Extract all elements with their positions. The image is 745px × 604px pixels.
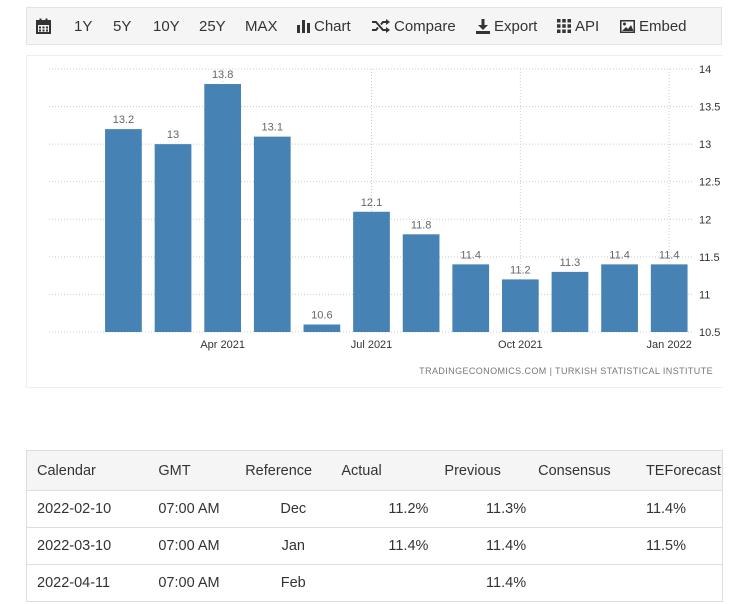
cell-time: 07:00 AM xyxy=(138,527,246,565)
header-previous: Previous xyxy=(444,450,539,491)
bar[interactable] xyxy=(501,279,539,332)
table-row: 2022-02-10 07:00 AM Dec 11.2% 11.3% 11.4… xyxy=(26,490,723,528)
cell-date: 2022-04-11 xyxy=(26,564,139,602)
bar[interactable] xyxy=(154,144,192,332)
toolbar: 1Y 5Y 10Y 25Y MAX Chart Compare Export A… xyxy=(26,7,722,45)
bar-chart-icon xyxy=(297,20,310,33)
cell-reference: Feb xyxy=(245,564,342,602)
chart-button[interactable]: Chart xyxy=(297,8,351,44)
bar-value-label: 13.8 xyxy=(212,69,233,81)
y-tick-label: 14 xyxy=(699,64,711,76)
x-tick-label: Oct 2021 xyxy=(498,339,543,351)
x-tick-label: Jul 2021 xyxy=(351,339,393,351)
bar[interactable] xyxy=(650,264,688,332)
compare-button[interactable]: Compare xyxy=(372,8,456,44)
bar-value-label: 11.2 xyxy=(510,264,531,276)
cell-reference: Dec xyxy=(245,490,342,528)
range-25y-button[interactable]: 25Y xyxy=(199,8,226,44)
bar[interactable] xyxy=(204,84,242,333)
table-header-row: Calendar GMT Reference Actual Previous C… xyxy=(26,450,723,491)
header-consensus: Consensus xyxy=(538,450,646,491)
y-tick-label: 10.5 xyxy=(699,327,720,339)
api-label: API xyxy=(575,17,600,35)
cell-date: 2022-03-10 xyxy=(26,527,139,565)
bar[interactable] xyxy=(253,136,291,332)
cell-teforecast: 11.4% xyxy=(645,490,723,528)
cell-date: 2022-02-10 xyxy=(26,490,139,528)
cell-consensus xyxy=(538,527,646,565)
table-row: 2022-03-10 07:00 AM Jan 11.4% 11.4% 11.5… xyxy=(26,527,723,565)
bar-chart: 14 13.5 13 12.5 12 11.5 11 10.5 Apr 2021 Jul 2021… xyxy=(49,64,720,351)
cell-time: 07:00 AM xyxy=(138,490,246,528)
chart-panel: 14 13.5 13 12.5 12 11.5 11 10.5 Apr 2021 Jul 2021… xyxy=(26,55,723,388)
embed-label: Embed xyxy=(639,17,687,35)
bar[interactable] xyxy=(105,129,142,332)
range-max-label: MAX xyxy=(245,17,278,35)
range-1y-button[interactable]: 1Y xyxy=(74,8,92,44)
download-icon xyxy=(476,18,490,34)
cell-consensus xyxy=(538,490,646,528)
calendar-icon[interactable] xyxy=(36,8,55,44)
cell-actual xyxy=(341,564,445,602)
cell-actual: 11.4% xyxy=(341,527,445,565)
x-tick-label: Apr 2021 xyxy=(200,339,245,351)
bar-value-label: 12.1 xyxy=(361,197,382,209)
bar-value-label: 13 xyxy=(167,129,179,141)
embed-button[interactable]: Embed xyxy=(620,8,687,44)
y-tick-label: 12 xyxy=(699,214,711,226)
range-5y-button[interactable]: 5Y xyxy=(113,8,131,44)
y-tick-label: 13 xyxy=(699,139,711,151)
header-calendar: Calendar xyxy=(26,450,139,491)
bar-value-label: 13.1 xyxy=(262,122,283,134)
bar-value-label: 10.6 xyxy=(311,309,332,321)
bar[interactable] xyxy=(551,271,589,332)
cell-teforecast xyxy=(645,564,723,602)
calendar-table: Calendar GMT Reference Actual Previous C… xyxy=(26,450,723,602)
export-button[interactable]: Export xyxy=(476,8,537,44)
range-5y-label: 5Y xyxy=(113,17,132,35)
y-tick-label: 11 xyxy=(699,289,710,301)
range-max-button[interactable]: MAX xyxy=(245,8,278,44)
bar-value-label: 11.4 xyxy=(609,249,630,261)
cell-time: 07:00 AM xyxy=(138,564,246,602)
cell-actual: 11.2% xyxy=(341,490,445,528)
header-actual: Actual xyxy=(341,450,445,491)
grid-icon xyxy=(557,19,571,33)
header-teforecast: TEForecast xyxy=(645,450,723,491)
compare-label: Compare xyxy=(394,17,456,35)
x-tick-label: Jan 2022 xyxy=(647,339,692,351)
y-tick-label: 12.5 xyxy=(699,177,720,189)
y-tick-label: 13.5 xyxy=(699,102,720,114)
chart-label: Chart xyxy=(314,17,351,35)
y-tick-label: 11.5 xyxy=(699,252,720,264)
range-10y-button[interactable]: 10Y xyxy=(153,8,180,44)
bar[interactable] xyxy=(402,234,440,332)
cell-previous: 11.4% xyxy=(444,564,539,602)
bar-value-label: 11.4 xyxy=(659,249,680,261)
image-icon xyxy=(620,19,635,33)
cell-teforecast: 11.5% xyxy=(645,527,723,565)
cell-consensus xyxy=(538,564,646,602)
bar-value-label: 13.2 xyxy=(113,114,134,126)
cell-previous: 11.3% xyxy=(444,490,539,528)
bar[interactable] xyxy=(303,324,341,332)
range-25y-label: 25Y xyxy=(199,17,226,35)
compare-icon xyxy=(372,19,390,33)
range-1y-label: 1Y xyxy=(74,17,93,35)
bar[interactable] xyxy=(452,264,490,332)
bar[interactable] xyxy=(601,264,638,332)
chart-source: TRADINGECONOMICS.COM | TURKISH STATISTIC… xyxy=(419,366,713,376)
table-row: 2022-04-11 07:00 AM Feb 11.4% xyxy=(26,564,723,602)
cell-reference: Jan xyxy=(245,527,342,565)
bar-value-label: 11.8 xyxy=(411,219,432,231)
export-label: Export xyxy=(494,17,538,35)
header-gmt: GMT xyxy=(138,450,246,491)
header-reference: Reference xyxy=(245,450,342,491)
cell-previous: 11.4% xyxy=(444,527,539,565)
bar-value-label: 11.4 xyxy=(460,249,481,261)
range-10y-label: 10Y xyxy=(153,17,180,35)
bar-value-label: 11.3 xyxy=(560,257,581,269)
api-button[interactable]: API xyxy=(557,8,599,44)
bar[interactable] xyxy=(353,211,390,332)
